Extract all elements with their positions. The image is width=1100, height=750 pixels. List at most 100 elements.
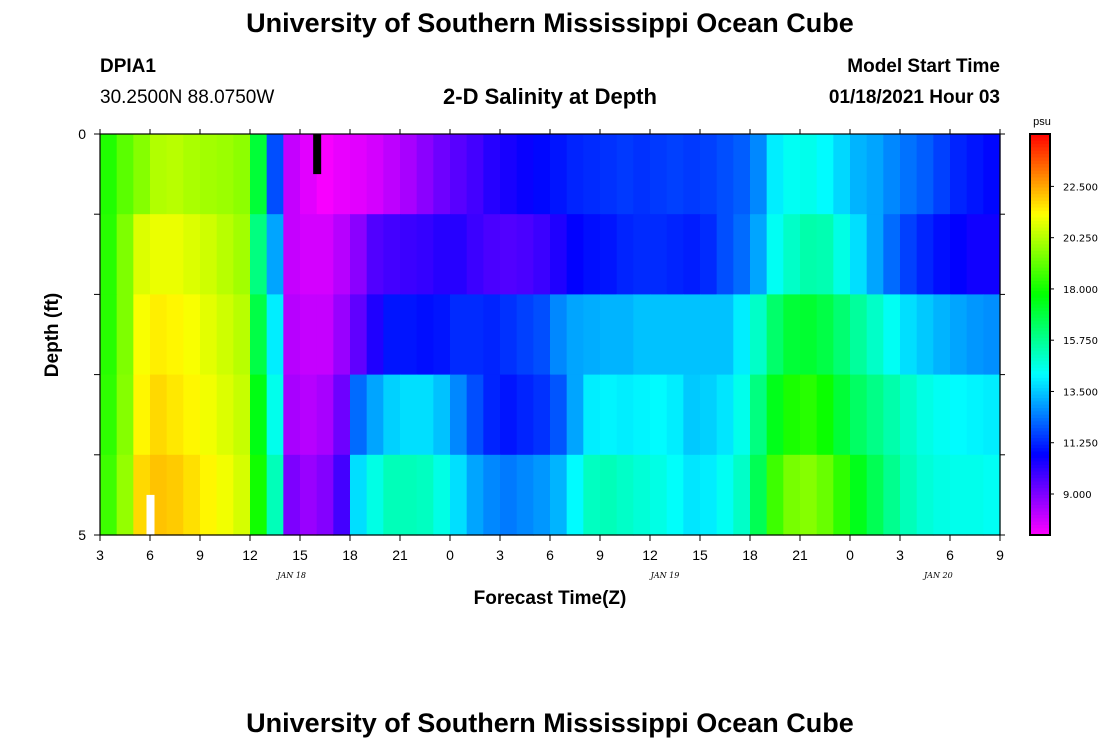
heat-cell xyxy=(733,294,751,376)
heat-cell xyxy=(516,214,534,295)
heat-cell xyxy=(700,294,718,376)
heat-cell xyxy=(566,214,584,295)
x-tick-label: 21 xyxy=(792,547,808,563)
colorbar-step xyxy=(1030,281,1050,285)
heat-cell xyxy=(883,294,901,376)
colorbar-step xyxy=(1030,147,1050,152)
heat-cell xyxy=(816,214,834,295)
heat-cell xyxy=(816,294,834,376)
colorbar-step xyxy=(1030,284,1050,289)
heat-cell xyxy=(200,134,218,215)
heat-cell xyxy=(933,214,951,295)
colorbar-step xyxy=(1030,431,1050,436)
heat-cell xyxy=(500,374,518,456)
heat-cell xyxy=(533,214,551,295)
colorbar-step xyxy=(1030,260,1050,265)
heat-cell xyxy=(666,374,684,456)
heat-cell xyxy=(916,214,934,295)
heat-cell xyxy=(216,454,234,536)
heat-cell xyxy=(216,214,234,295)
colorbar-step xyxy=(1030,504,1050,509)
colorbar-step xyxy=(1030,187,1050,192)
colorbar-step xyxy=(1030,344,1050,349)
heat-cell xyxy=(850,454,868,536)
heat-cell xyxy=(233,454,251,536)
colorbar-step xyxy=(1030,250,1050,255)
model-start-label: Model Start Time xyxy=(847,56,1000,77)
heat-cell xyxy=(166,454,184,536)
x-tick-label: 6 xyxy=(146,547,154,563)
x-tick-label: 21 xyxy=(392,547,408,563)
heat-cell xyxy=(966,294,984,376)
heat-cell xyxy=(966,214,984,295)
heat-cell xyxy=(150,294,168,376)
colorbar-tick-label: 11.250 xyxy=(1063,439,1098,450)
heat-cell xyxy=(600,454,618,536)
heat-cell xyxy=(633,454,651,536)
heat-cell xyxy=(483,214,501,295)
heat-cell xyxy=(566,454,584,536)
heat-cell xyxy=(833,134,851,215)
colorbar-step xyxy=(1030,190,1050,195)
heat-cell xyxy=(116,454,134,536)
heat-cell xyxy=(133,454,151,536)
y-tick-label: 5 xyxy=(78,527,86,543)
heat-cell xyxy=(250,134,268,215)
colorbar-step xyxy=(1030,448,1050,453)
colorbar-step xyxy=(1030,301,1050,306)
heat-cell xyxy=(350,454,368,536)
colorbar-step xyxy=(1030,347,1050,352)
heat-cell xyxy=(750,214,768,295)
heat-cell xyxy=(733,454,751,536)
colorbar-step xyxy=(1030,408,1050,412)
heat-cell xyxy=(983,134,1001,215)
colorbar-step xyxy=(1030,458,1050,463)
x-date-label: JAN 20 xyxy=(922,571,953,580)
heat-cell xyxy=(550,454,568,536)
colorbar-step xyxy=(1030,247,1050,252)
heat-cell xyxy=(383,294,401,376)
heat-cell xyxy=(850,214,868,295)
x-date-label: JAN 18 xyxy=(275,571,306,580)
heat-cell xyxy=(366,454,384,536)
colorbar-step xyxy=(1030,414,1050,419)
colorbar-step xyxy=(1030,501,1050,506)
heat-cell xyxy=(850,294,868,376)
colorbar-step xyxy=(1030,351,1050,356)
heat-cell xyxy=(983,374,1001,456)
x-tick-label: 9 xyxy=(196,547,204,563)
heat-cell xyxy=(483,134,501,215)
heat-cell xyxy=(116,294,134,376)
heat-cell xyxy=(333,134,351,215)
colorbar-step xyxy=(1030,184,1050,189)
heat-cell xyxy=(783,454,801,536)
colorbar-step xyxy=(1030,531,1050,536)
heat-cell xyxy=(616,214,634,295)
heat-cell xyxy=(100,374,118,456)
colorbar-step xyxy=(1030,484,1050,489)
heat-cell xyxy=(766,134,784,215)
colorbar-step xyxy=(1030,327,1050,332)
heat-cell xyxy=(750,134,768,215)
heat-cell xyxy=(666,294,684,376)
colorbar-step xyxy=(1030,271,1050,275)
heat-cell xyxy=(283,454,301,536)
x-tick-label: 3 xyxy=(96,547,104,563)
heat-cell xyxy=(366,374,384,456)
heat-cell xyxy=(600,214,618,295)
heat-cell xyxy=(200,214,218,295)
heat-cell xyxy=(866,214,884,295)
heat-cell xyxy=(166,214,184,295)
colorbar-step xyxy=(1030,244,1050,249)
heat-cell xyxy=(716,374,734,456)
heat-cell xyxy=(866,374,884,456)
heat-cell xyxy=(483,294,501,376)
heat-cell xyxy=(733,374,751,456)
heat-cell xyxy=(183,214,201,295)
heat-cell xyxy=(333,294,351,376)
heat-cell xyxy=(933,374,951,456)
heat-cell xyxy=(216,374,234,456)
heat-cell xyxy=(466,294,484,376)
colorbar-step xyxy=(1030,357,1050,362)
heat-cell xyxy=(566,374,584,456)
